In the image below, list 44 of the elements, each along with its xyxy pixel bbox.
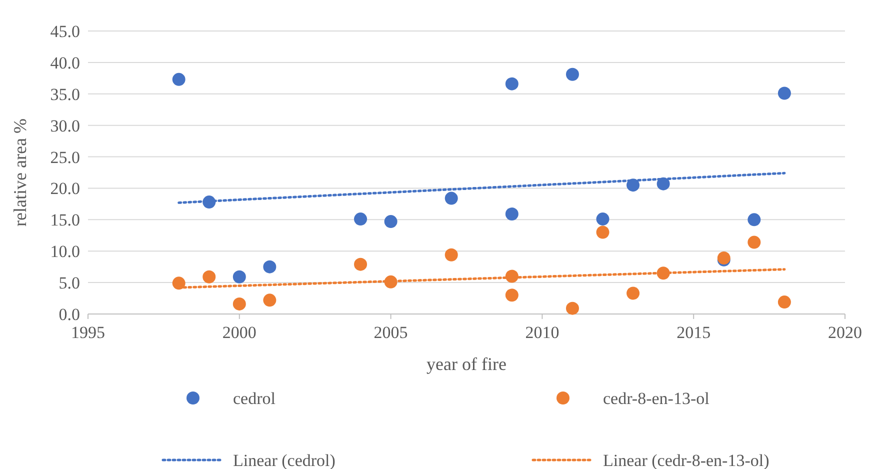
x-tick-label: 2015 (676, 323, 711, 342)
x-tick-label: 2020 (828, 323, 862, 342)
y-tick-label: 40.0 (50, 53, 80, 72)
point (778, 86, 791, 100)
point (505, 77, 518, 90)
y-tick-label: 45.0 (50, 22, 80, 41)
point (596, 226, 610, 239)
y-axis-title: relative area % (10, 118, 30, 226)
legend-label: cedr-8-en-13-ol (603, 389, 710, 408)
point (626, 286, 640, 300)
point (566, 68, 579, 81)
y-tick-label: 0.0 (58, 305, 80, 324)
y-tick-label: 10.0 (50, 242, 80, 262)
point (172, 72, 186, 86)
y-tick-label: 30.0 (50, 116, 80, 136)
point (202, 270, 216, 284)
x-tick-label: 2005 (374, 323, 408, 342)
point (505, 208, 518, 221)
point (596, 212, 610, 226)
x-tick-label: 2010 (525, 323, 560, 342)
y-tick-label: 35.0 (50, 84, 80, 104)
y-tick-label: 15.0 (50, 210, 80, 230)
point (172, 276, 186, 290)
x-axis-title: year of fire (426, 354, 506, 374)
y-tick-label: 20.0 (50, 179, 80, 198)
point (263, 294, 276, 307)
point (748, 213, 761, 226)
point (354, 258, 368, 271)
y-tick-label: 5.0 (58, 274, 80, 293)
point (748, 236, 761, 249)
point (444, 192, 458, 205)
point (444, 248, 458, 262)
point (232, 297, 246, 310)
point (354, 212, 368, 226)
point (232, 270, 246, 284)
point (566, 302, 579, 315)
y-tick-label: 25.0 (50, 148, 80, 167)
point (505, 288, 518, 302)
point (778, 296, 791, 309)
x-tick-label: 2000 (222, 323, 256, 342)
point (384, 215, 398, 228)
legend-label: cedrol (233, 389, 276, 408)
x-tick-label: 1995 (71, 323, 105, 342)
point (263, 260, 276, 274)
